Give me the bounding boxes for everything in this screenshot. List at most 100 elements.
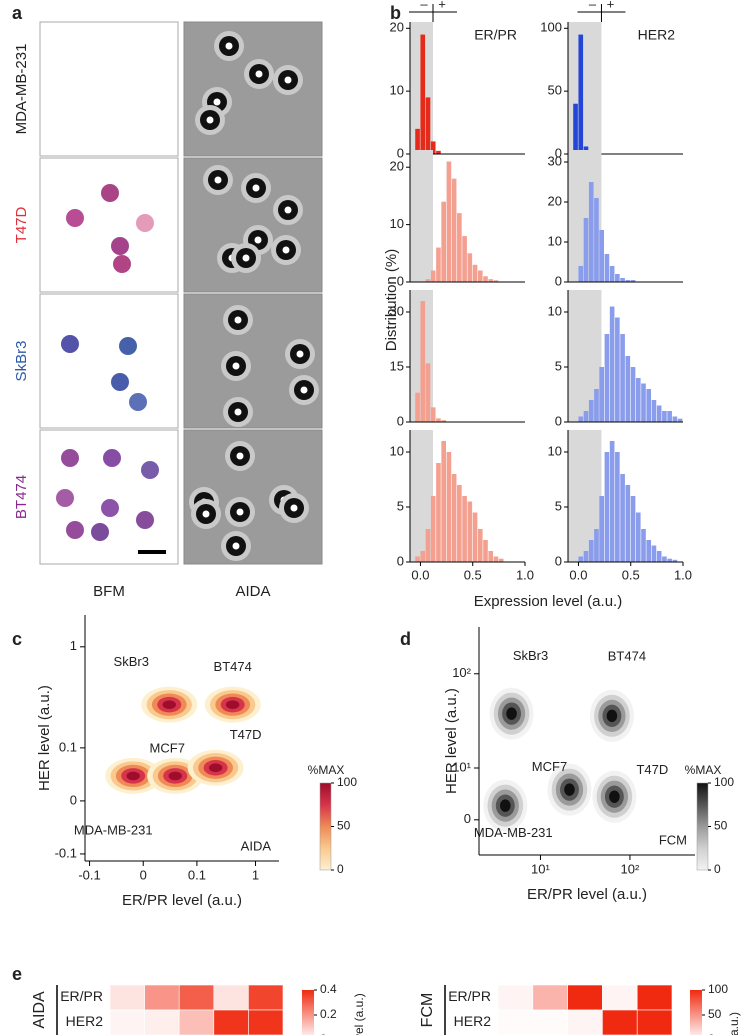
- histogram-bar: [615, 274, 620, 282]
- aida-image: [183, 293, 323, 429]
- y-tick-label: 0: [397, 413, 404, 428]
- panel-label: c: [12, 629, 22, 649]
- histogram-bar: [620, 278, 625, 282]
- y-tick-label: 20: [390, 159, 404, 174]
- bead-core: [236, 508, 244, 516]
- histogram-bar: [425, 279, 431, 282]
- cluster-label: SkBr3: [513, 648, 548, 663]
- bfm-image: [39, 293, 179, 429]
- x-tick-label: 1: [252, 867, 259, 882]
- histogram-bar: [615, 452, 620, 562]
- bead-core: [236, 452, 244, 460]
- histogram-bar: [483, 276, 488, 282]
- y-tick-label: 10: [548, 233, 562, 248]
- y-tick-label: 10: [390, 443, 404, 458]
- plus-marker: +: [607, 0, 615, 11]
- x-tick-label: 10²: [621, 861, 640, 876]
- x-tick-label: 0.1: [188, 867, 206, 882]
- cell: [103, 449, 121, 467]
- histogram-bar: [672, 416, 678, 422]
- histogram-bar: [651, 545, 657, 562]
- plus-marker: +: [438, 0, 446, 11]
- histogram-bar: [578, 266, 584, 282]
- histogram-bar: [477, 270, 483, 282]
- density-peak: [168, 771, 182, 781]
- cell: [111, 373, 129, 391]
- histogram-bar: [462, 236, 467, 282]
- density-peak: [126, 771, 140, 781]
- histogram-bar: [662, 556, 667, 562]
- y-tick-label: 0: [555, 553, 562, 568]
- bead-core: [214, 176, 222, 184]
- heatmap-cell: [213, 984, 249, 1011]
- histogram-bar: [599, 367, 604, 422]
- panel-label: d: [400, 629, 411, 649]
- histogram-bar: [609, 441, 615, 562]
- histogram-bar: [609, 306, 615, 422]
- histogram-bar: [583, 551, 589, 562]
- method-label: AIDA: [31, 991, 48, 1029]
- y-tick-label: 0.1: [59, 739, 77, 754]
- row-label: ER/PR: [60, 988, 103, 1004]
- cell: [61, 449, 79, 467]
- histogram-bar: [415, 128, 420, 154]
- histogram-bar: [625, 280, 631, 282]
- bead-core: [213, 98, 221, 106]
- histogram-bar: [415, 392, 420, 422]
- x-tick-label: 0.5: [622, 567, 640, 582]
- colorbar-label: %MAX: [308, 763, 345, 777]
- colorbar: [696, 782, 709, 871]
- heatmap-cell: [497, 1009, 534, 1035]
- cluster-label: MCF7: [532, 759, 567, 774]
- histogram-bar: [436, 247, 441, 282]
- y-axis-label: Distribution (%): [383, 249, 400, 352]
- histogram-bar: [656, 551, 662, 562]
- x-axis-label: ER/PR level (a.u.): [527, 886, 647, 903]
- histogram-title: HER2: [638, 27, 676, 43]
- colorbar-label: MFI (a.u.): [727, 1012, 741, 1035]
- density-peak: [506, 707, 517, 720]
- colorbar-tick-label: 100: [337, 775, 357, 789]
- heatmap-cell: [567, 984, 603, 1011]
- row-label: HER2: [66, 1013, 104, 1029]
- colorbar-tick-label: 0: [714, 862, 721, 876]
- y-tick-label: 10¹: [452, 759, 471, 774]
- method-label: FCM: [419, 993, 436, 1028]
- colorbar-tick-label: 100: [708, 982, 728, 996]
- y-tick-label: 0: [397, 553, 404, 568]
- colorbar-tick-label: 50: [708, 1007, 722, 1021]
- x-axis-label: Expression level (a.u.): [474, 593, 622, 610]
- cell: [56, 489, 74, 507]
- heatmap-cell: [144, 1009, 180, 1035]
- histogram-bar: [488, 279, 494, 282]
- histogram-bar: [662, 411, 667, 422]
- histogram-bar: [425, 363, 431, 422]
- histogram-bar: [462, 496, 467, 562]
- bead-core: [284, 76, 292, 84]
- histogram-bar: [656, 405, 662, 422]
- cell: [113, 255, 131, 273]
- colorbar-label: %MAX: [685, 763, 722, 777]
- cell-line-label: BT474: [13, 475, 30, 519]
- y-tick-label: 0: [397, 145, 404, 160]
- histogram-bar: [441, 420, 446, 422]
- y-tick-label: 0: [555, 413, 562, 428]
- histogram-bar: [420, 551, 426, 562]
- y-tick-label: 30: [548, 153, 562, 168]
- histogram-bar: [472, 512, 478, 562]
- histogram-bar: [467, 253, 473, 282]
- colorbar: [319, 782, 332, 871]
- y-tick-label: 10²: [452, 665, 471, 680]
- histogram-bar: [493, 556, 499, 562]
- histogram-bar: [599, 496, 604, 562]
- density-peak: [500, 799, 511, 812]
- y-tick-label: 0: [397, 273, 404, 288]
- cell: [129, 393, 147, 411]
- x-tick-label: -0.1: [78, 867, 100, 882]
- y-tick-label: 10: [390, 216, 404, 231]
- cluster-label: MDA-MB-231: [474, 825, 553, 840]
- histogram-bar: [467, 501, 473, 562]
- y-tick-label: 0: [555, 273, 562, 288]
- density-peak: [162, 700, 176, 709]
- colorbar-tick-label: 50: [337, 819, 351, 833]
